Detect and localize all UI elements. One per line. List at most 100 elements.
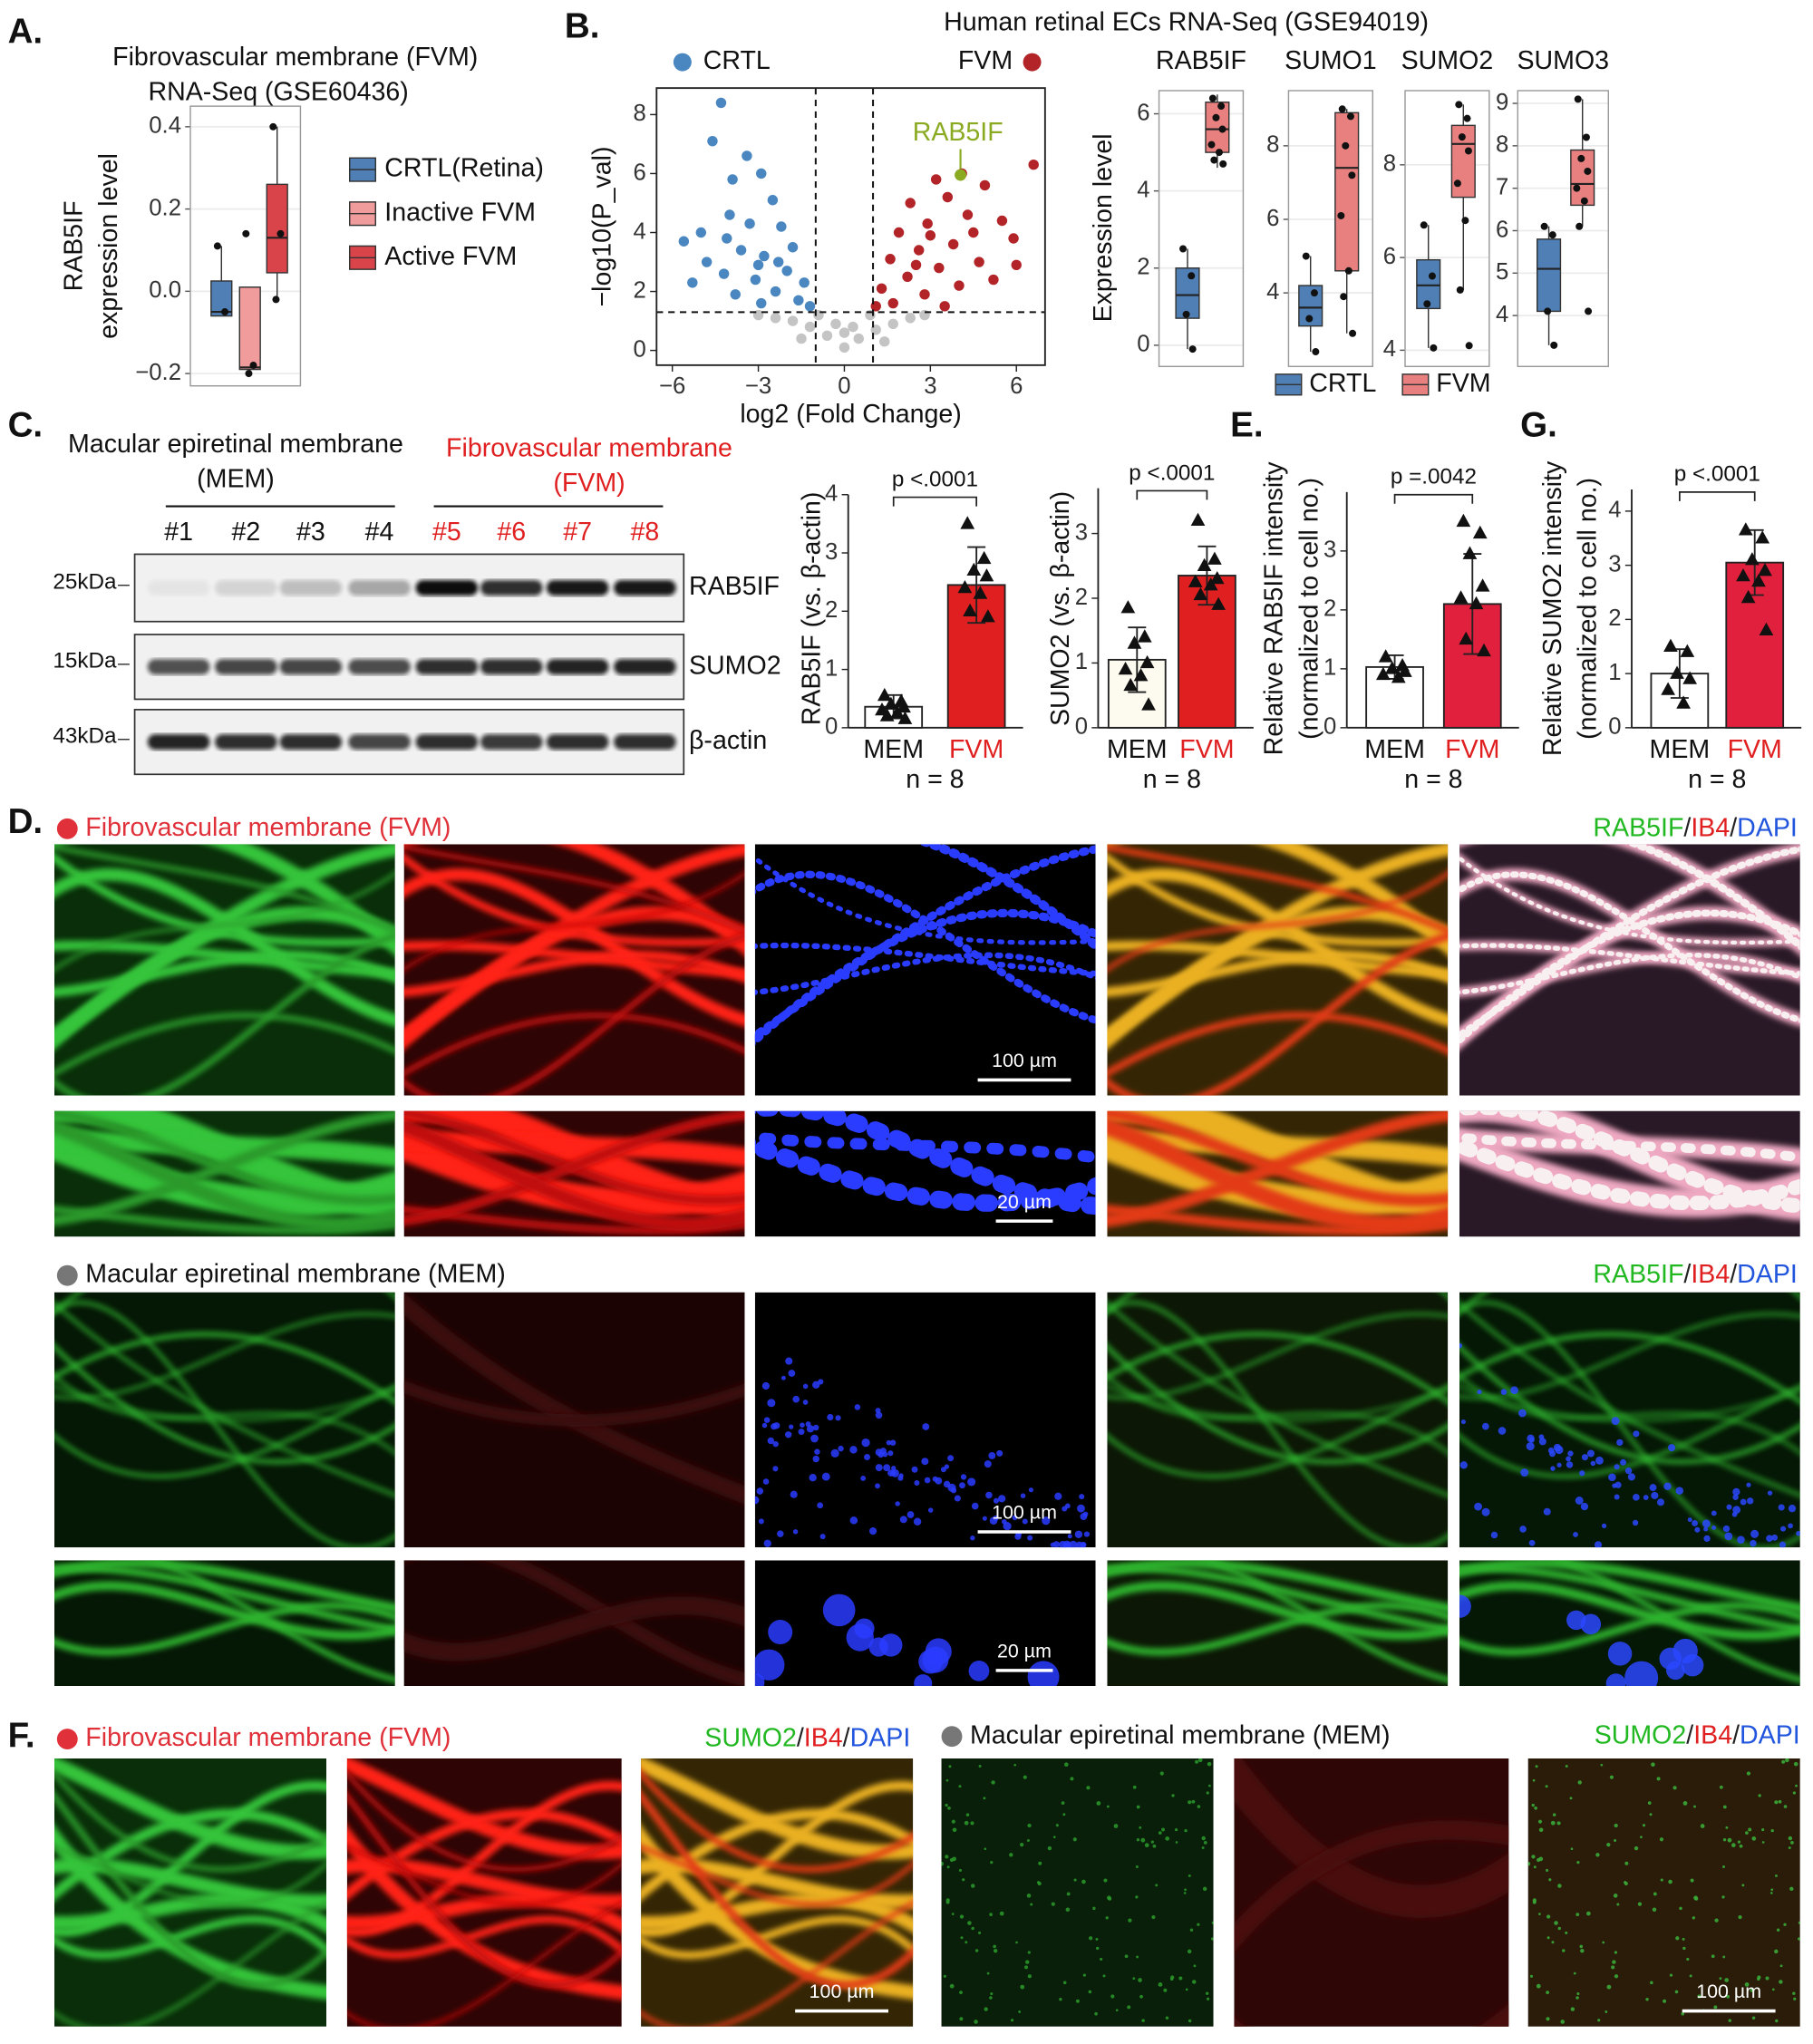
- blot-band: [614, 659, 676, 675]
- nucleus: [812, 1380, 820, 1389]
- plot-frame: [1287, 90, 1373, 367]
- nucleus: [1600, 1763, 1604, 1767]
- vessel: [54, 1301, 395, 1548]
- nucleus: [887, 1450, 894, 1457]
- vessel: [1107, 950, 1449, 998]
- nucleus: [1616, 1903, 1620, 1906]
- nucleus: [1027, 1951, 1031, 1954]
- nucleus: [1632, 1519, 1639, 1526]
- nucleus: [921, 1458, 929, 1466]
- data-point: [1477, 643, 1491, 657]
- protein-label: SUMO2: [689, 651, 781, 680]
- stain-legend: RAB5IF/IB4/DAPI: [1593, 1260, 1797, 1289]
- nucleus: [1073, 1878, 1077, 1882]
- data-point: [1310, 289, 1318, 297]
- vessel: [1107, 931, 1449, 1096]
- y-axis-label: Relative RAB5IF intensity: [1260, 461, 1289, 756]
- stain-label: RAB5IF: [1593, 813, 1683, 842]
- data-point: [730, 289, 741, 300]
- vessel: [54, 1857, 326, 1909]
- nucleus: [1069, 1540, 1078, 1548]
- nucleus: [1201, 1846, 1205, 1850]
- stain-legend: SUMO2/IB4/DAPI: [704, 1723, 910, 1752]
- nucleus: [1663, 1999, 1667, 2003]
- nucleus: [1576, 1992, 1580, 1996]
- plot-frame: [189, 105, 302, 387]
- nucleus: [1597, 2019, 1601, 2022]
- scale-bar-label: 20 µm: [997, 1191, 1052, 1213]
- nucleus: [1185, 1988, 1188, 1991]
- micrograph: [54, 844, 395, 1096]
- group-label: (FVM): [553, 469, 625, 498]
- data-point: [1340, 293, 1348, 301]
- blot-band: [415, 580, 479, 596]
- data-point: [1464, 147, 1472, 155]
- chart-title: RAB5IF: [1156, 46, 1246, 75]
- nucleus: [1711, 1510, 1717, 1516]
- box: [1175, 267, 1200, 319]
- nucleus: [788, 1370, 796, 1377]
- nucleus: [1611, 1417, 1620, 1426]
- data-point: [1751, 573, 1766, 587]
- plot-background: [1405, 91, 1489, 367]
- nucleus: [1025, 1960, 1030, 1964]
- nucleus: [1675, 1487, 1684, 1495]
- data-point: [756, 168, 767, 179]
- panel-label: F.: [8, 1716, 35, 1755]
- plot-frame: [1158, 90, 1245, 367]
- data-point: [1455, 101, 1463, 109]
- nucleus: [924, 1477, 931, 1484]
- nucleus: [1765, 1976, 1769, 1981]
- box: [238, 286, 261, 371]
- nucleus: [1529, 1974, 1534, 1978]
- nucleus: [1703, 1535, 1711, 1542]
- lane-label: #5: [432, 518, 461, 547]
- nucleus: [1770, 1888, 1774, 1892]
- micrograph: [54, 1110, 395, 1237]
- nucleus: [1624, 1881, 1627, 1884]
- nucleus: [974, 2020, 978, 2024]
- data-point: [1475, 578, 1490, 592]
- stain-label: DAPI: [850, 1723, 911, 1752]
- nucleus: [1732, 1494, 1739, 1500]
- nucleus: [806, 1425, 815, 1433]
- y-tick-label: 4: [1383, 336, 1396, 362]
- nucleus: [1775, 2019, 1779, 2023]
- protein-label: RAB5IF: [689, 572, 780, 601]
- vessel: [917, 844, 1096, 952]
- nucleus: [875, 1464, 883, 1472]
- vessel: [754, 845, 1096, 1041]
- nucleus: [1566, 1456, 1571, 1462]
- nucleus: [861, 1438, 870, 1448]
- data-point: [1428, 272, 1436, 280]
- nucleus: [1062, 1981, 1067, 1985]
- nucleus: [1580, 1502, 1589, 1511]
- micrograph: [403, 844, 745, 1096]
- y-tick-label: 2: [1075, 585, 1088, 610]
- nucleus: [875, 1411, 883, 1419]
- data-point: [887, 318, 898, 330]
- section-title: Fibrovascular membrane (FVM): [85, 1723, 451, 1752]
- nucleus: [1747, 1497, 1754, 1505]
- y-tick-label: 4: [1496, 302, 1508, 327]
- nucleus: [1746, 1771, 1751, 1776]
- nucleus: [1741, 1884, 1745, 1887]
- nucleus: [854, 1404, 861, 1410]
- nucleus: [1159, 1771, 1164, 1776]
- vessel: [1459, 943, 1800, 976]
- vessel: [641, 1789, 914, 1990]
- nucleus: [1490, 1531, 1498, 1539]
- nucleus: [949, 1983, 955, 1989]
- nucleus: [1500, 1389, 1508, 1395]
- nucleus: [1682, 1801, 1688, 1806]
- nucleus: [1740, 1498, 1747, 1506]
- nucleus: [1531, 1803, 1535, 1807]
- data-point: [1118, 662, 1133, 675]
- data-point: [1574, 95, 1582, 103]
- nucleus: [1776, 1928, 1780, 1932]
- nucleus: [1722, 1837, 1727, 1842]
- nucleus: [1620, 1458, 1627, 1466]
- nucleus: [1726, 1994, 1731, 1999]
- nucleus: [1642, 1824, 1646, 1827]
- vessel: [754, 870, 1096, 1024]
